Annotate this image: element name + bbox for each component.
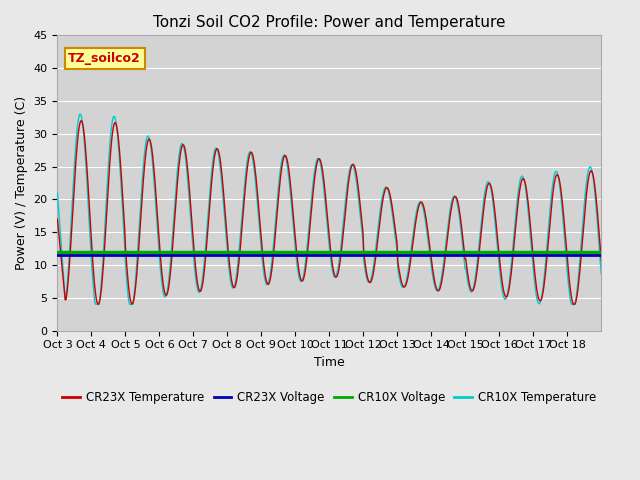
Y-axis label: Power (V) / Temperature (C): Power (V) / Temperature (C): [15, 96, 28, 270]
Text: TZ_soilco2: TZ_soilco2: [68, 52, 141, 65]
Title: Tonzi Soil CO2 Profile: Power and Temperature: Tonzi Soil CO2 Profile: Power and Temper…: [153, 15, 506, 30]
X-axis label: Time: Time: [314, 356, 345, 369]
Legend: CR23X Temperature, CR23X Voltage, CR10X Voltage, CR10X Temperature: CR23X Temperature, CR23X Voltage, CR10X …: [58, 387, 601, 409]
